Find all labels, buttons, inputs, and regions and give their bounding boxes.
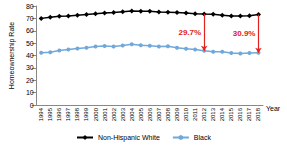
svg-text:2004: 2004 [129,107,135,121]
svg-text:1995: 1995 [47,107,53,121]
svg-text:2016: 2016 [237,107,243,121]
svg-text:10: 10 [26,89,34,96]
svg-text:60: 60 [26,27,34,34]
svg-text:2013: 2013 [210,107,216,121]
svg-text:Homeownership Rate: Homeownership Rate [8,22,16,89]
svg-text:Year: Year [266,105,281,112]
svg-text:40: 40 [26,52,34,59]
svg-text:2005: 2005 [138,107,144,121]
svg-text:2014: 2014 [219,107,225,121]
svg-text:70: 70 [26,15,34,22]
svg-text:Non-Hispanic White: Non-Hispanic White [98,134,160,142]
svg-text:2002: 2002 [111,107,117,121]
svg-text:2000: 2000 [93,107,99,121]
svg-text:2011: 2011 [192,107,198,121]
svg-text:2003: 2003 [120,107,126,121]
svg-text:2006: 2006 [147,107,153,121]
svg-text:1996: 1996 [56,107,62,121]
svg-text:2008: 2008 [165,107,171,121]
svg-text:2007: 2007 [156,107,162,121]
svg-text:0: 0 [30,102,34,109]
svg-text:29.7%: 29.7% [178,28,201,37]
svg-text:Black: Black [194,134,212,141]
svg-text:2009: 2009 [174,107,180,121]
svg-text:1997: 1997 [65,107,71,121]
svg-text:2015: 2015 [228,107,234,121]
svg-text:30: 30 [26,64,34,71]
svg-text:2017: 2017 [246,107,252,121]
svg-text:50: 50 [26,40,34,47]
svg-text:2010: 2010 [183,107,189,121]
svg-text:1994: 1994 [38,107,44,121]
svg-text:1999: 1999 [83,107,89,121]
svg-text:1998: 1998 [74,107,80,121]
svg-text:2001: 2001 [102,107,108,121]
svg-text:2018: 2018 [255,107,261,121]
svg-text:20: 20 [26,77,34,84]
svg-text:30.9%: 30.9% [233,29,256,38]
svg-text:2012: 2012 [201,107,207,121]
svg-text:80: 80 [26,3,34,10]
